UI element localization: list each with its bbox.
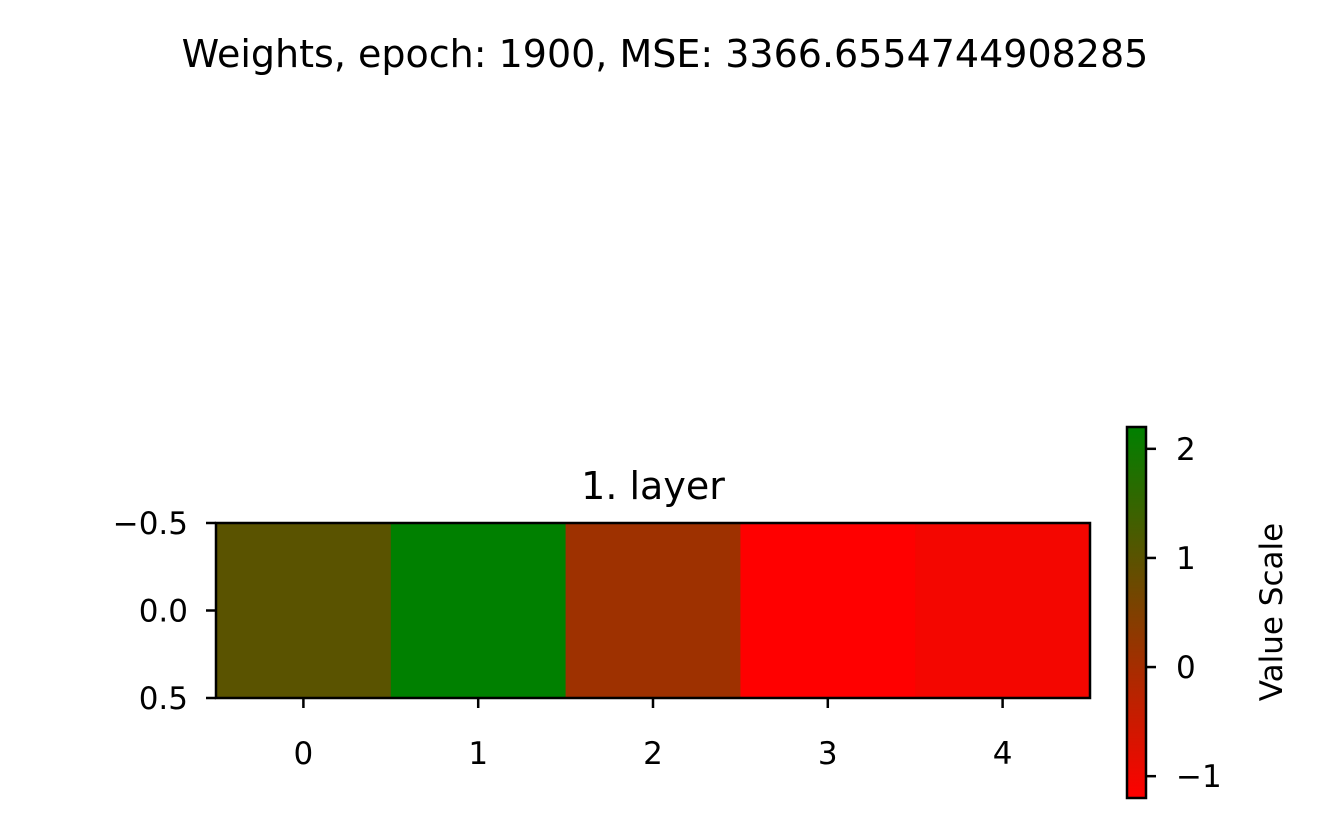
axes-title: 1. layer — [581, 464, 725, 508]
y-tick-label: −0.5 — [113, 506, 188, 542]
y-axis-ticks: −0.5 0.0 0.5 — [113, 506, 216, 717]
colorbar-label: Value Scale — [1254, 523, 1290, 701]
heatmap-cells — [216, 523, 1091, 698]
x-axis-ticks: 0 1 2 3 4 — [294, 698, 1013, 772]
colorbar-tick-label: 1 — [1176, 541, 1196, 577]
x-tick-label: 3 — [818, 736, 838, 772]
y-tick-label: 0.5 — [139, 681, 188, 717]
colorbar — [1125, 425, 1148, 800]
colorbar-ticks: −1 0 1 2 — [1146, 432, 1222, 795]
figure-title: Weights, epoch: 1900, MSE: 3366.65547449… — [182, 32, 1149, 76]
x-tick-label: 2 — [643, 736, 663, 772]
heatmap-cell — [216, 523, 392, 698]
heatmap-cell — [915, 523, 1091, 698]
x-tick-label: 0 — [294, 736, 314, 772]
x-tick-label: 1 — [468, 736, 488, 772]
heatmap-cell — [740, 523, 916, 698]
colorbar-tick-label: 2 — [1176, 432, 1196, 468]
heatmap-cell — [565, 523, 741, 698]
heatmap-cell — [390, 523, 567, 698]
colorbar-tick-label: 0 — [1176, 650, 1196, 686]
colorbar-tick-label: −1 — [1176, 759, 1222, 795]
y-tick-label: 0.0 — [139, 594, 188, 630]
x-tick-label: 4 — [993, 736, 1013, 772]
